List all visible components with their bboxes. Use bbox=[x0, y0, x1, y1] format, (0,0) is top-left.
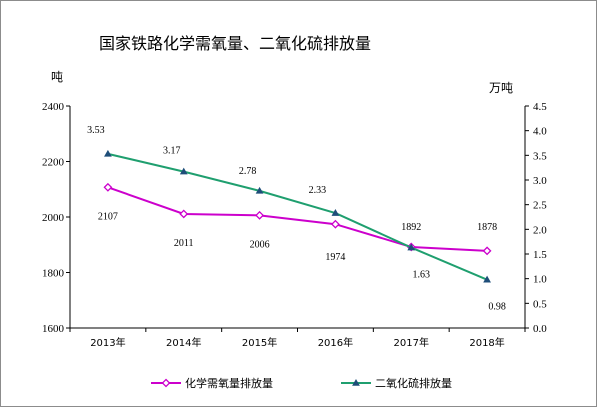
legend-label: 化学需氧量排放量 bbox=[185, 376, 273, 390]
data-label: 2006 bbox=[250, 239, 270, 250]
right-tick-label: 0.5 bbox=[533, 298, 547, 310]
data-point bbox=[255, 186, 264, 194]
data-point bbox=[179, 167, 188, 175]
data-label: 1892 bbox=[401, 222, 421, 233]
chart-title: 国家铁路化学需氧量、二氧化硫排放量 bbox=[99, 34, 371, 53]
data-label: 3.17 bbox=[163, 146, 181, 157]
left-tick-label: 2400 bbox=[42, 101, 65, 113]
x-tick-label: 2018年 bbox=[469, 336, 504, 349]
left-tick-label: 1800 bbox=[42, 268, 65, 280]
data-label: 1878 bbox=[477, 222, 497, 233]
data-point bbox=[104, 149, 112, 157]
data-label: 3.53 bbox=[87, 125, 105, 136]
right-tick-label: 4.5 bbox=[533, 101, 547, 113]
right-tick-label: 2.5 bbox=[533, 200, 547, 212]
right-axis-unit: 万吨 bbox=[489, 81, 513, 95]
data-point bbox=[331, 209, 340, 216]
x-tick-label: 2014年 bbox=[166, 336, 201, 349]
series-line bbox=[107, 152, 488, 281]
right-tick-label: 1.5 bbox=[533, 249, 547, 261]
left-tick-label: 2000 bbox=[42, 212, 65, 224]
legend-label: 二氧化硫排放量 bbox=[375, 376, 452, 390]
x-tick-label: 2017年 bbox=[394, 336, 429, 349]
right-tick-label: 1.0 bbox=[533, 274, 547, 286]
legend-marker bbox=[161, 378, 171, 388]
right-tick-label: 0.0 bbox=[533, 323, 547, 335]
right-tick-label: 3.5 bbox=[533, 150, 547, 162]
data-point bbox=[407, 243, 416, 251]
right-tick-label: 3.0 bbox=[533, 175, 547, 187]
legend: 化学需氧量排放量 二氧化硫排放量 bbox=[151, 376, 452, 390]
data-label: 2.33 bbox=[309, 185, 327, 196]
left-tick-label: 2200 bbox=[42, 157, 65, 169]
data-point bbox=[483, 275, 491, 283]
data-point bbox=[255, 210, 265, 220]
data-label: 2011 bbox=[174, 238, 194, 249]
left-tick-label: 1600 bbox=[42, 323, 65, 335]
data-point bbox=[482, 246, 492, 256]
x-tick-label: 2013年 bbox=[90, 336, 125, 349]
series-2: 3.53 3.17 2.78 2.33 1.63 0.98 bbox=[87, 125, 506, 313]
left-axis-unit: 吨 bbox=[51, 70, 63, 84]
series-line bbox=[107, 186, 488, 252]
series-layer: 2107 2011 2006 1974 1892 1878 3.53 3.17 2.78 2.33… bbox=[87, 125, 506, 313]
right-tick-label: 2.0 bbox=[533, 224, 547, 236]
series-1: 2107 2011 2006 1974 1892 1878 bbox=[98, 182, 497, 263]
data-label: 2.78 bbox=[239, 166, 257, 177]
data-point bbox=[179, 209, 189, 219]
data-label: 0.98 bbox=[488, 302, 506, 313]
data-point bbox=[330, 219, 340, 229]
data-label: 1974 bbox=[325, 252, 345, 263]
x-tick-label: 2015年 bbox=[242, 336, 277, 349]
right-tick-label: 4.0 bbox=[533, 126, 547, 138]
data-point bbox=[103, 182, 113, 192]
axes: 1600 1800 2000 2200 2400 0.0 0.5 1.0 1.5 2.0 2.5 3.… bbox=[42, 101, 547, 349]
legend-marker bbox=[352, 378, 360, 386]
x-tick-label: 2016年 bbox=[318, 336, 353, 349]
data-label: 2107 bbox=[98, 211, 118, 222]
data-label: 1.63 bbox=[413, 270, 431, 281]
